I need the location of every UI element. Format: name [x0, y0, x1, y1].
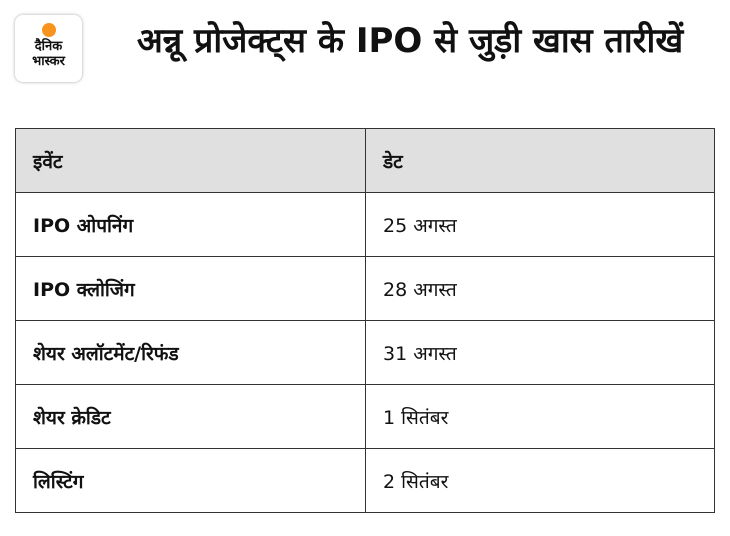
table-row: IPO ओपनिंग 25 अगस्त [15, 192, 715, 257]
header-cell: डेट [365, 128, 715, 193]
table-row: शेयर क्रेडिट 1 सितंबर [15, 384, 715, 449]
table-cell: 2 सितंबर [365, 448, 715, 513]
table-cell: शेयर क्रेडिट [15, 384, 366, 449]
table: इवेंट डेट IPO ओपनिंग 25 अगस्त IPO क्लोजिंग 28… [15, 128, 715, 513]
table-cell: 28 अगस्त [365, 256, 715, 321]
logo-text: भास्कर [32, 54, 65, 69]
table-cell: 1 सितंबर [365, 384, 715, 449]
table-cell: शेयर अलॉटमेंट/रिफंड [15, 320, 366, 385]
logo-dot [41, 23, 56, 37]
table-cell: IPO ओपनिंग [15, 192, 366, 257]
table-cell: 25 अगस्त [365, 192, 715, 257]
logo-text: दैनिक [34, 39, 63, 54]
table-cell: लिस्टिंग [15, 448, 366, 513]
table-row: IPO क्लोजिंग 28 अगस्त [15, 256, 715, 321]
title: अन्नू प्रोजेक्ट्स के IPO से जुड़ी खास ता… [136, 21, 684, 61]
table-row: शेयर अलॉटमेंट/रिफंड 31 अगस्त [15, 320, 715, 385]
table-row: लिस्टिंग 2 सितंबर [15, 448, 715, 513]
table-cell: 31 अगस्त [365, 320, 715, 385]
header-row: इवेंट डेट [15, 128, 715, 193]
table-cell: IPO क्लोजिंग [15, 256, 366, 321]
header-cell: इवेंट [15, 128, 366, 193]
logo: दैनिक भास्कर [15, 15, 82, 82]
